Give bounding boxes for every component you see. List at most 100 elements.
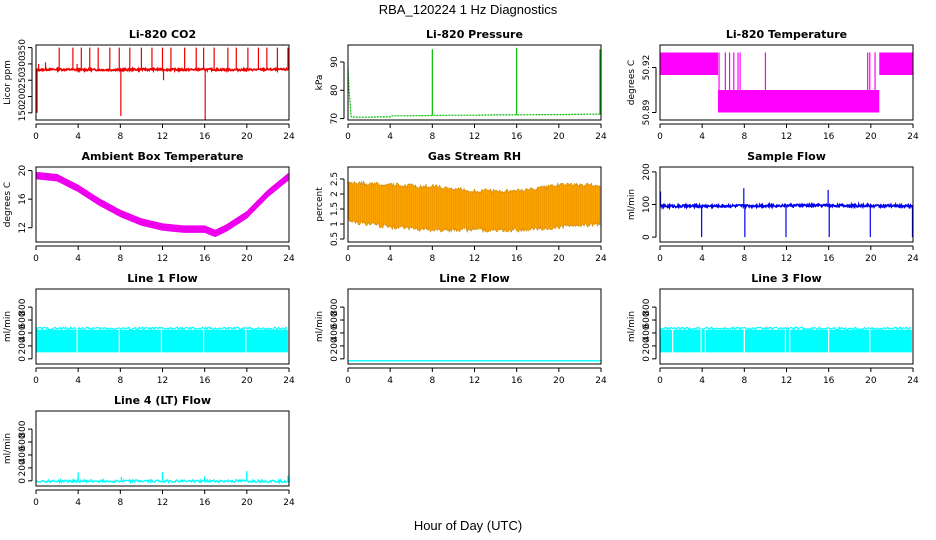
x-tick-label: 16 <box>199 254 211 264</box>
panel-y-label: ml/min <box>3 311 13 342</box>
x-tick-label: 0 <box>657 376 663 386</box>
y-tick-label: 400 <box>330 324 340 341</box>
x-tick-label: 12 <box>157 498 168 508</box>
panel-frame <box>347 288 602 365</box>
x-tick-label: 24 <box>595 376 607 386</box>
x-tick-label: 20 <box>241 498 253 508</box>
y-tick-label: 300 <box>18 55 28 72</box>
x-tick-label: 24 <box>595 254 607 264</box>
panel-line1: Line 1 Flow ml/min 0 4 8 12 16 20 24 0 20040060080… <box>3 272 295 386</box>
temp-band <box>717 90 880 113</box>
y-tick-label: 0 <box>18 478 28 484</box>
x-tick-label: 4 <box>75 254 81 264</box>
y-tick-label: 800 <box>642 298 652 315</box>
x-tick-label: 0 <box>657 132 663 142</box>
x-tick-label: 12 <box>781 132 792 142</box>
y-tick-label: 200 <box>18 459 28 476</box>
panel-data <box>660 326 912 354</box>
x-tick-label: 12 <box>157 254 168 264</box>
y-tick-label: 200 <box>18 88 28 105</box>
panel-frame <box>35 410 290 487</box>
panel-title: Gas Stream RH <box>428 150 521 163</box>
panel-pressure: Li-820 Pressure kPa 0 4 8 12 16 20 24 70 80 90 <box>315 28 607 142</box>
x-tick-label: 16 <box>823 254 835 264</box>
x-tick-label: 4 <box>387 132 393 142</box>
x-tick-label: 8 <box>117 498 123 508</box>
panel-y-label: Licor ppm <box>3 60 13 105</box>
y-tick-label: 600 <box>642 311 652 328</box>
x-tick-label: 20 <box>553 376 565 386</box>
y-tick-label: 70 <box>330 113 340 125</box>
y-tick-label: 0 <box>18 356 28 362</box>
panel-data <box>36 471 289 485</box>
x-tick-label: 8 <box>741 254 747 264</box>
panel-data <box>348 180 601 234</box>
x-tick-label: 12 <box>157 132 168 142</box>
x-tick-label: 24 <box>283 254 295 264</box>
y-tick-label: 800 <box>18 420 28 437</box>
x-tick-label: 20 <box>865 376 877 386</box>
x-tick-label: 16 <box>823 376 835 386</box>
y-tick-label: 600 <box>18 433 28 450</box>
x-tick-label: 16 <box>199 376 211 386</box>
panel-y-label: ml/min <box>627 189 637 220</box>
panel-title: Line 2 Flow <box>439 272 509 285</box>
flow-top <box>660 326 912 331</box>
x-tick-label: 0 <box>33 254 39 264</box>
panel-title: Li-820 Pressure <box>426 28 523 41</box>
panel-y-label: ml/min <box>3 433 13 464</box>
panel-line3: Line 3 Flow ml/min 0 4 8 12 16 20 24 0 20040060080… <box>627 272 919 386</box>
y-tick-label: 0 <box>330 356 340 362</box>
x-tick-label: 8 <box>741 376 747 386</box>
panel-y-label: ml/min <box>627 311 637 342</box>
x-tick-label: 16 <box>199 498 211 508</box>
y-tick-label: 16 <box>18 193 28 205</box>
panel-title: Li-820 CO2 <box>129 28 196 41</box>
x-tick-label: 4 <box>699 254 705 264</box>
panel-frame <box>35 288 290 365</box>
x-tick-label: 12 <box>157 376 168 386</box>
panel-frame <box>35 44 290 121</box>
panel-title: Ambient Box Temperature <box>82 150 244 163</box>
x-tick-label: 8 <box>429 132 435 142</box>
y-tick-label: 0.5 <box>330 232 340 246</box>
y-tick-label: 400 <box>642 324 652 341</box>
x-tick-label: 12 <box>781 376 792 386</box>
x-tick-label: 8 <box>429 376 435 386</box>
x-tick-label: 24 <box>283 498 295 508</box>
y-tick-label: 0 <box>642 356 652 362</box>
panel-frame <box>347 166 602 243</box>
x-tick-label: 20 <box>865 254 877 264</box>
y-tick-label: 600 <box>330 311 340 328</box>
flow-top <box>36 326 288 332</box>
panel-rh: Gas Stream RH percent 0 4 8 12 16 20 24 0.5 1 1.5 2 2… <box>315 150 607 264</box>
panel-title: Line 3 Flow <box>751 272 821 285</box>
x-tick-label: 4 <box>699 132 705 142</box>
y-tick-label: 20 <box>18 165 28 177</box>
x-tick-label: 24 <box>283 132 295 142</box>
y-tick-label: 1.5 <box>330 202 340 216</box>
temp-band <box>879 52 913 75</box>
flow-band <box>660 329 912 353</box>
panel-data <box>36 47 289 120</box>
panel-box_temp: Ambient Box Temperature degrees C 0 4 8 12 16 2… <box>3 150 295 264</box>
panel-data <box>660 52 913 113</box>
panel-data <box>36 171 289 238</box>
y-tick-label: 50.89 <box>642 99 652 125</box>
panel-y-label: degrees C <box>627 60 637 105</box>
panel-title: Line 4 (LT) Flow <box>114 394 211 407</box>
panel-title: Line 1 Flow <box>127 272 197 285</box>
y-tick-label: 200 <box>18 337 28 354</box>
temp-band <box>660 52 718 75</box>
x-tick-label: 8 <box>117 376 123 386</box>
y-tick-label: 100 <box>642 196 652 213</box>
x-tick-label: 8 <box>741 132 747 142</box>
panel-y-label: degrees C <box>3 182 13 227</box>
panel-licor_temp: Li-820 Temperature degrees C 0 4 8 12 16 20 24 50… <box>627 28 919 142</box>
x-tick-label: 4 <box>75 498 81 508</box>
panel-title: Sample Flow <box>747 150 826 163</box>
y-tick-label: 800 <box>18 298 28 315</box>
x-tick-label: 4 <box>387 376 393 386</box>
y-tick-label: 350 <box>18 39 28 56</box>
